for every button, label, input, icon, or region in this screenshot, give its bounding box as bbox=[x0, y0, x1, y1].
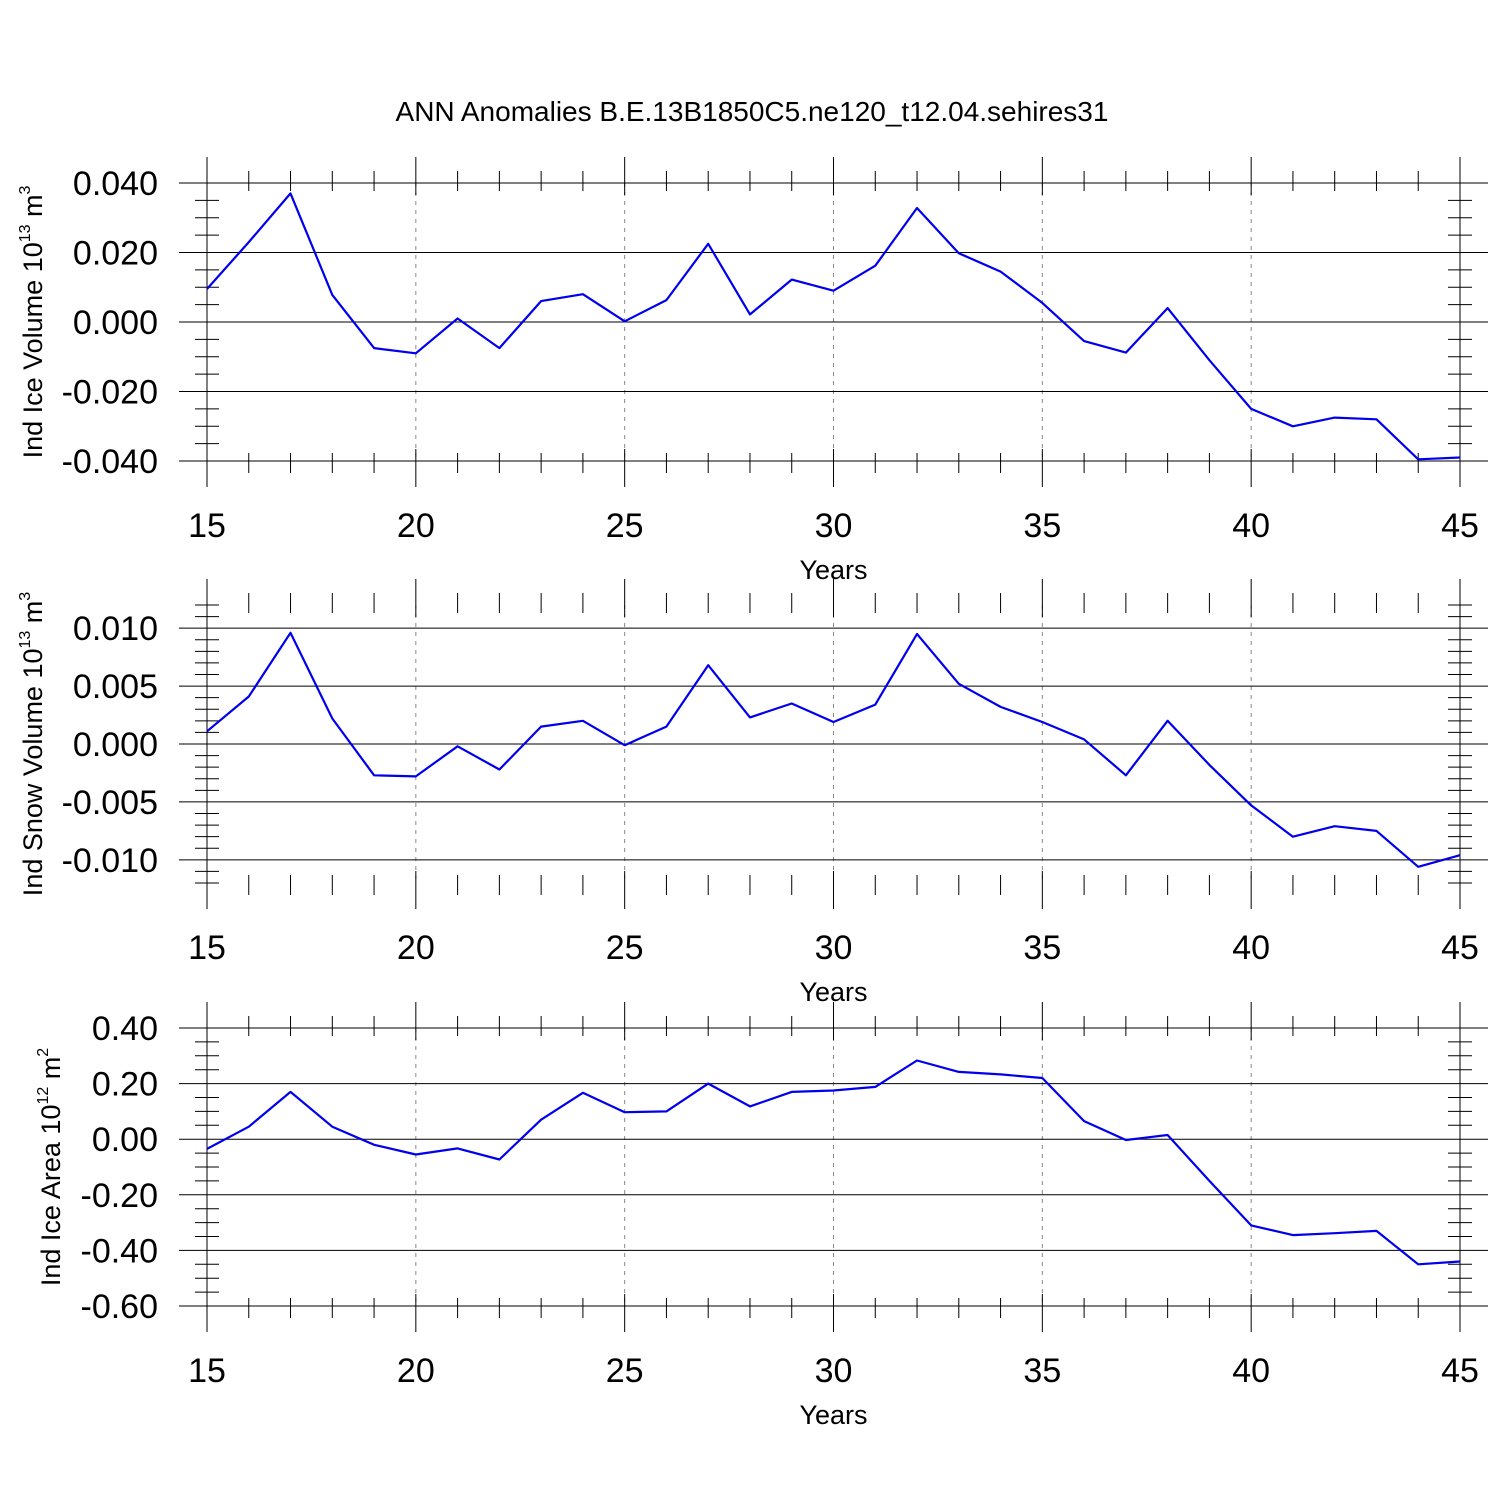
x-tick-label: 15 bbox=[188, 1352, 226, 1390]
x-axis-label: Years bbox=[799, 1400, 867, 1430]
chart-panels: -0.040 -0.020 0.000 0.020 0.040 15 20 25 30 35 40 4… bbox=[17, 157, 1488, 1430]
x-tick-label: 40 bbox=[1232, 929, 1270, 967]
y-axis-label: Ind Ice Area 1012 m2 bbox=[35, 1048, 66, 1286]
y-tick-label: 0.020 bbox=[73, 235, 158, 273]
x-tick-label: 45 bbox=[1441, 1352, 1479, 1390]
x-tick-label: 35 bbox=[1023, 929, 1061, 967]
y-tick-label: 0.005 bbox=[73, 668, 158, 706]
x-tick-label: 40 bbox=[1232, 1352, 1270, 1390]
y-tick-label: 0.000 bbox=[73, 726, 158, 764]
x-tick-label: 20 bbox=[397, 929, 435, 967]
y-axis-label: Ind Snow Volume 1013 m3 bbox=[17, 592, 48, 896]
y-tick-label: -0.010 bbox=[62, 842, 158, 880]
x-tick-label: 25 bbox=[606, 929, 644, 967]
x-tick-label: 25 bbox=[606, 507, 644, 545]
panel-3: -0.60 -0.40 -0.20 0.00 0.20 0.40 15 20 25 30 35 40 4… bbox=[35, 1002, 1488, 1430]
y-tick-label: 0.20 bbox=[92, 1066, 158, 1104]
y-tick-label: -0.005 bbox=[62, 784, 158, 822]
x-tick-label: 20 bbox=[397, 1352, 435, 1390]
x-tick-label: 35 bbox=[1023, 1352, 1061, 1390]
y-tick-label: 0.000 bbox=[73, 304, 158, 342]
y-tick-label: -0.60 bbox=[81, 1288, 159, 1326]
y-axis-label: Ind Ice Volume 1013 m3 bbox=[17, 185, 48, 458]
y-tick-label: 0.010 bbox=[73, 610, 158, 648]
panel-1: -0.040 -0.020 0.000 0.020 0.040 15 20 25 30 35 40 4… bbox=[17, 157, 1488, 585]
x-tick-label: 30 bbox=[815, 507, 853, 545]
x-tick-label: 15 bbox=[188, 507, 226, 545]
series-line bbox=[206, 192, 1461, 461]
y-tick-label: 0.040 bbox=[73, 165, 158, 203]
figure-title: ANN Anomalies B.E.13B1850C5.ne120_t12.04… bbox=[396, 96, 1109, 127]
x-tick-label: 25 bbox=[606, 1352, 644, 1390]
series-line bbox=[206, 1059, 1461, 1266]
y-tick-label: -0.020 bbox=[62, 374, 158, 412]
x-tick-label: 45 bbox=[1441, 929, 1479, 967]
x-tick-label: 15 bbox=[188, 929, 226, 967]
x-tick-label: 20 bbox=[397, 507, 435, 545]
x-tick-label: 30 bbox=[815, 1352, 853, 1390]
x-tick-label: 45 bbox=[1441, 507, 1479, 545]
y-tick-label: -0.040 bbox=[62, 443, 158, 481]
x-tick-label: 35 bbox=[1023, 507, 1061, 545]
y-tick-label: -0.20 bbox=[81, 1177, 159, 1215]
y-tick-label: 0.00 bbox=[92, 1121, 158, 1159]
y-tick-label: -0.40 bbox=[81, 1232, 159, 1270]
x-tick-label: 40 bbox=[1232, 507, 1270, 545]
panel-2: -0.010 -0.005 0.000 0.005 0.010 15 20 25 30 35 40 4… bbox=[17, 579, 1488, 1007]
y-tick-label: 0.40 bbox=[92, 1010, 158, 1048]
x-tick-label: 30 bbox=[815, 929, 853, 967]
